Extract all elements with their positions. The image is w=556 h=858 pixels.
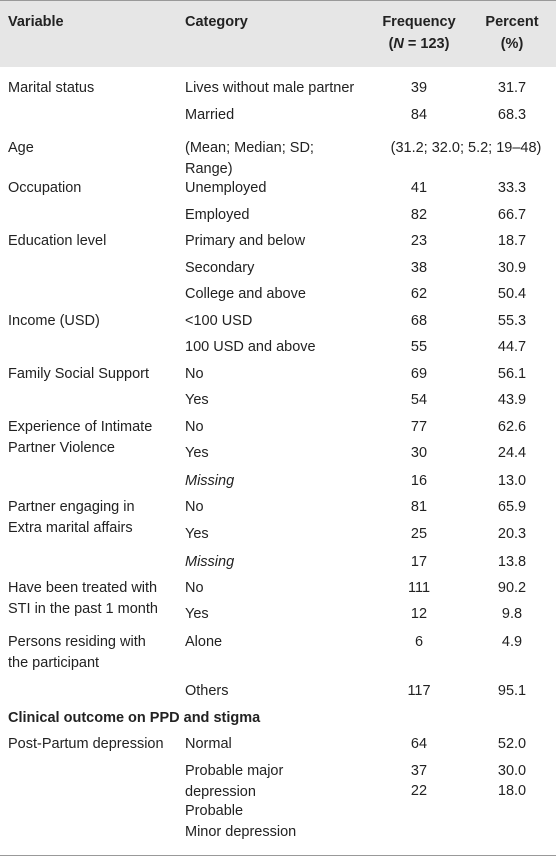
frequency-cell: 54	[410, 392, 428, 408]
percent-cell: 43.9	[497, 392, 527, 408]
category-cell: Alone	[185, 634, 223, 650]
percent-cell: 4.9	[501, 634, 523, 650]
percent-cell: 13.0	[497, 473, 527, 489]
header-text: = 123)	[403, 36, 450, 52]
category-cell: Unemployed	[185, 180, 267, 196]
percent-cell: 44.7	[497, 339, 527, 355]
percent-cell: 9.8	[501, 606, 523, 622]
category-cell: Missing	[185, 473, 235, 489]
variable-cell: Education level	[8, 233, 107, 249]
variable-cell: Partner engaging in Extra marital affair…	[8, 499, 135, 536]
header-cell: Percent	[485, 14, 539, 30]
header-cell: Category	[185, 14, 248, 30]
frequency-cell: 23	[410, 233, 428, 249]
frequency-cell: 30	[410, 445, 428, 461]
percent-cell: 65.9	[497, 499, 527, 515]
category-cell: (Mean; Median; SD; Range)	[185, 140, 314, 177]
frequency-cell: 22	[410, 783, 428, 799]
frequency-cell: 39	[410, 80, 428, 96]
frequency-cell: 6	[414, 634, 424, 650]
category-cell: Normal	[185, 736, 232, 752]
category-cell: 100 USD and above	[185, 339, 316, 355]
percent-cell: 52.0	[497, 736, 527, 752]
frequency-cell: 82	[410, 207, 428, 223]
frequency-cell: 68	[410, 313, 428, 329]
frequency-cell: 64	[410, 736, 428, 752]
frequency-cell: 111	[407, 580, 431, 596]
header-cell: Variable	[8, 14, 64, 30]
category-cell: Lives without male partner	[185, 80, 355, 96]
frequency-cell: 38	[410, 260, 428, 276]
category-cell: Yes	[185, 526, 209, 542]
category-cell: Others	[185, 683, 229, 699]
frequency-cell: 12	[410, 606, 428, 622]
percent-cell: 20.3	[497, 526, 527, 542]
frequency-cell: 62	[410, 286, 428, 302]
frequency-cell: 17	[410, 554, 428, 570]
frequency-cell: 84	[410, 107, 428, 123]
frequency-cell: 117	[407, 683, 431, 699]
percent-cell: 56.1	[497, 366, 527, 382]
summary-cell: (31.2; 32.0; 5.2; 19–48)	[390, 140, 542, 156]
header-text: (	[388, 36, 394, 52]
header-cell: (N = 123)	[389, 34, 450, 55]
frequency-cell: 25	[410, 526, 428, 542]
variable-cell: Occupation	[8, 180, 82, 196]
category-cell: Primary and below	[185, 233, 306, 249]
category-cell: No	[185, 580, 204, 596]
percent-cell: 68.3	[497, 107, 527, 123]
category-cell: <100 USD	[185, 313, 253, 329]
percent-cell: 30.9	[497, 260, 527, 276]
category-cell: Employed	[185, 207, 250, 223]
frequency-cell: 81	[410, 499, 428, 515]
variable-cell: Post-Partum depression	[8, 736, 164, 752]
percent-cell: 66.7	[497, 207, 527, 223]
category-cell: No	[185, 366, 204, 382]
variable-cell: Experience of Intimate Partner Violence	[8, 419, 153, 456]
category-cell: Secondary	[185, 260, 255, 276]
bottom-rule	[0, 855, 556, 856]
frequency-cell: 69	[410, 366, 428, 382]
frequency-cell: 37	[410, 763, 428, 779]
variable-cell: Persons residing with the participant	[8, 634, 146, 671]
category-cell: No	[185, 499, 204, 515]
percent-cell: 18.0	[497, 783, 527, 799]
percent-cell: 55.3	[497, 313, 527, 329]
section-heading: Clinical outcome on PPD and stigma	[8, 710, 261, 726]
category-cell: Probable Minor depression	[185, 803, 297, 840]
frequency-cell: 16	[410, 473, 428, 489]
variable-cell: Marital status	[8, 80, 95, 96]
category-cell: Yes	[185, 606, 209, 622]
header-background	[0, 0, 556, 67]
category-cell: Married	[185, 107, 235, 123]
variable-cell: Age	[8, 140, 34, 156]
frequency-cell: 55	[410, 339, 428, 355]
header-text: N	[393, 36, 404, 52]
percent-cell: 90.2	[497, 580, 527, 596]
percent-cell: 13.8	[497, 554, 527, 570]
header-cell: (%)	[500, 36, 524, 52]
variable-cell: Have been treated with STI in the past 1…	[8, 580, 158, 617]
category-cell: Yes	[185, 445, 209, 461]
variable-cell: Income (USD)	[8, 313, 100, 329]
percent-cell: 33.3	[497, 180, 527, 196]
category-cell: Yes	[185, 392, 209, 408]
header-cell: Frequency	[382, 14, 456, 30]
percent-cell: 95.1	[497, 683, 527, 699]
percent-cell: 31.7	[497, 80, 527, 96]
category-cell: Missing	[185, 554, 235, 570]
frequency-cell: 77	[410, 419, 428, 435]
percent-cell: 30.0	[497, 763, 527, 779]
percent-cell: 50.4	[497, 286, 527, 302]
category-cell: College and above	[185, 286, 306, 302]
percent-cell: 18.7	[497, 233, 527, 249]
percent-cell: 62.6	[497, 419, 527, 435]
category-cell: No	[185, 419, 204, 435]
percent-cell: 24.4	[497, 445, 527, 461]
category-cell: Probable major depression	[185, 763, 284, 800]
variable-cell: Family Social Support	[8, 366, 150, 382]
frequency-cell: 41	[410, 180, 428, 196]
